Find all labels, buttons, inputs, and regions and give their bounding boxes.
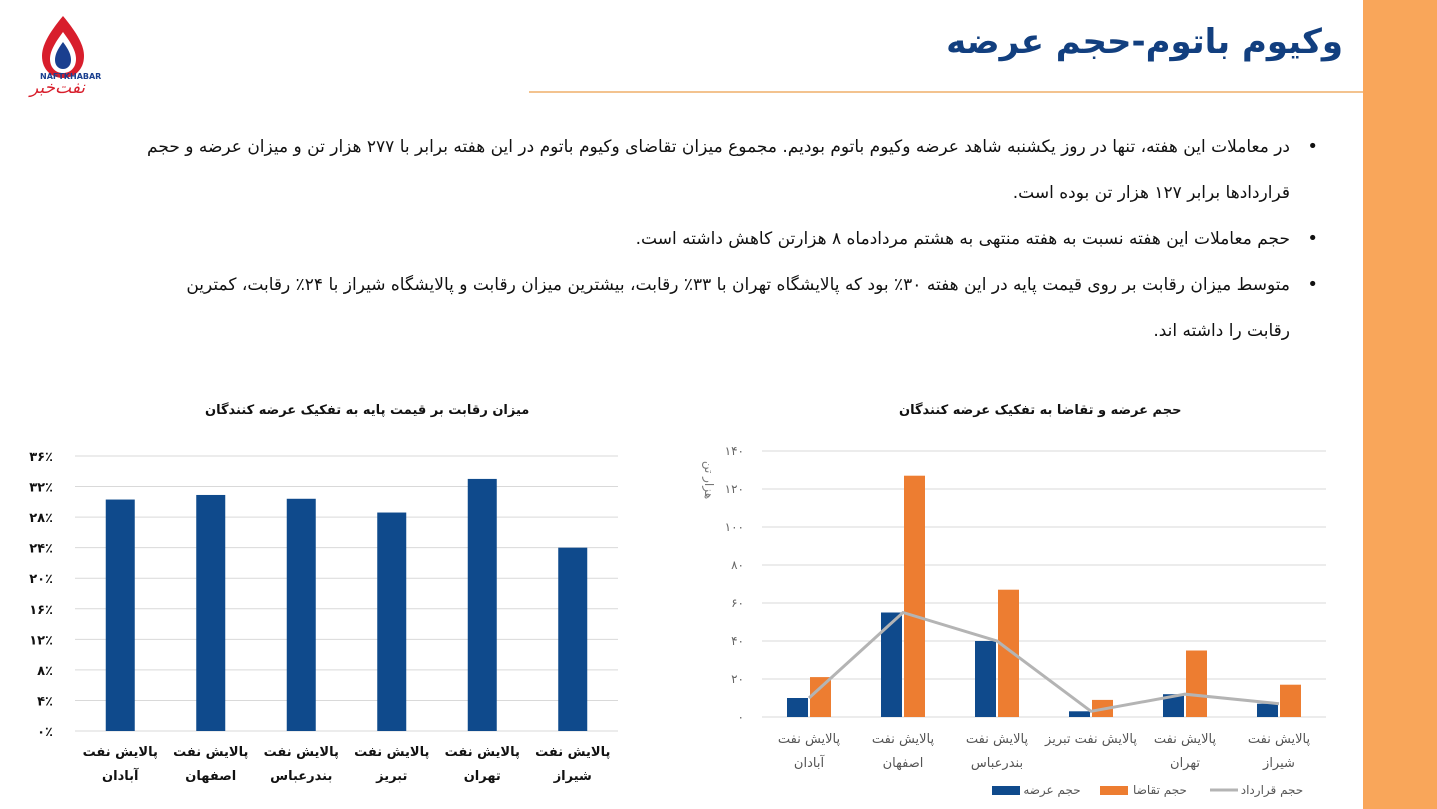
bar xyxy=(1163,694,1184,717)
bullet-text: در معاملات این هفته، تنها در روز یکشنبه … xyxy=(147,137,1290,203)
x-tick-label: آبادان xyxy=(794,754,826,771)
y-tick-label: ۸۰ xyxy=(731,558,744,572)
x-tick-label: پالایش نفت xyxy=(535,745,610,760)
x-tick-label: پالایش نفت xyxy=(445,745,520,760)
competition-bar-chart: ۰٪ ۴٪ ۸٪ ۱۲٪ ۱۶٪ ۲۰٪ ۲۴٪ ۲۸٪ ۳۲٪ ۳۶٪ پالایش نفت آبا… xyxy=(29,450,618,784)
bullet-item: • متوسط میزان رقابت بر روی قیمت پایه در ا… xyxy=(140,262,1320,354)
y-tick-label: ۲۸٪ xyxy=(29,511,53,526)
x-tick-label: تهران xyxy=(464,769,501,784)
bar xyxy=(1186,650,1207,717)
logo-script: نفت‌خبر xyxy=(30,78,86,98)
y-tick-label: ۲۴٪ xyxy=(29,542,53,557)
x-tick-label: شیراز xyxy=(1262,756,1295,771)
x-tick-label: شیراز xyxy=(553,769,592,784)
x-tick-label: تبریز xyxy=(375,769,407,784)
y-tick-label: ۱۴۰ xyxy=(725,444,744,458)
y-tick-label: ۳۶٪ xyxy=(29,450,53,465)
y-tick-label: ۲۰ xyxy=(731,672,744,686)
bullet-dot: • xyxy=(1307,228,1318,249)
bullet-item: • حجم معاملات این هفته نسبت به هفته منتهی… xyxy=(140,216,1320,262)
bullet-dot: • xyxy=(1307,136,1318,157)
bullet-item: • در معاملات این هفته، تنها در روز یکشنبه… xyxy=(140,124,1320,216)
legend-swatch xyxy=(1100,786,1128,795)
y-tick-label: ۰ xyxy=(738,710,744,724)
bar xyxy=(1257,703,1278,717)
y-tick-label: ۳۲٪ xyxy=(29,481,53,496)
bar xyxy=(377,512,407,731)
x-tick-label: پالایش نفت xyxy=(1154,732,1217,747)
bar xyxy=(1280,684,1301,717)
supply-demand-chart: ۰ ۲۰ ۴۰ ۶۰ ۸۰ ۱۰۰ ۱۲۰ ۱۴۰ هزار تن پالایش نفت آبادا… xyxy=(701,444,1326,798)
bullet-text: حجم معاملات این هفته نسبت به هفته منتهی … xyxy=(635,229,1290,249)
x-tick-label: اصفهان xyxy=(883,756,924,771)
y-axis-label: هزار تن xyxy=(701,461,716,499)
y-tick-label: ۱۲۰ xyxy=(725,482,744,496)
y-tick-label: ۴۰ xyxy=(731,634,744,648)
legend-swatch xyxy=(992,786,1020,795)
bar xyxy=(881,612,902,717)
bar xyxy=(467,478,497,731)
naftkhabar-logo xyxy=(28,12,98,104)
y-tick-label: ۱۲٪ xyxy=(29,633,53,648)
legend-label: حجم عرضه xyxy=(1023,783,1080,798)
title-underline xyxy=(529,91,1363,93)
y-tick-label: ۰٪ xyxy=(37,725,53,740)
chart-title-supply-demand: حجم عرضه و تقاضا به تفکیک عرضه کنندگان xyxy=(899,403,1182,418)
legend-label: حجم تقاضا xyxy=(1133,783,1187,797)
x-tick-label: پالایش نفت xyxy=(778,732,841,747)
x-tick-label: پالایش نفت xyxy=(1248,732,1311,747)
bullet-text: متوسط میزان رقابت بر روی قیمت پایه در ای… xyxy=(186,275,1290,341)
x-tick-label: آبادان xyxy=(102,767,139,784)
legend-label: حجم قرارداد xyxy=(1241,783,1303,798)
x-tick-label: پالایش نفت xyxy=(872,732,935,747)
bar xyxy=(998,589,1019,717)
bar xyxy=(196,494,226,731)
bar xyxy=(105,499,135,731)
x-tick-label: پالایش نفت xyxy=(173,745,248,760)
x-tick-label: اصفهان xyxy=(185,769,236,784)
bar xyxy=(975,641,996,717)
y-tick-label: ۱۰۰ xyxy=(725,520,744,534)
y-tick-label: ۲۰٪ xyxy=(29,572,53,587)
x-tick-label: پالایش نفت xyxy=(264,745,339,760)
chart-title-competition: میزان رقابت بر قیمت پایه به تفکیک عرضه ک… xyxy=(205,403,530,418)
x-tick-label: بندرعباس xyxy=(971,756,1023,771)
bar xyxy=(286,498,316,731)
x-tick-label: پالایش نفت xyxy=(83,745,158,760)
x-tick-label: تهران xyxy=(1170,756,1200,771)
bar xyxy=(1069,711,1090,717)
x-tick-label: پالایش نفت تبریز xyxy=(1044,732,1137,747)
x-tick-label: پالایش نفت xyxy=(966,732,1029,747)
bar xyxy=(558,547,588,731)
x-tick-label: پالایش نفت xyxy=(354,745,429,760)
bar xyxy=(810,677,831,717)
bullet-dot: • xyxy=(1307,274,1318,295)
y-tick-label: ۴٪ xyxy=(37,694,53,709)
y-tick-label: ۱۶٪ xyxy=(29,603,53,618)
y-tick-label: ۸٪ xyxy=(37,664,53,679)
contract-line xyxy=(807,610,1280,713)
flame-icon xyxy=(42,16,84,78)
logo-caption: NAFTKHABAR xyxy=(40,72,102,81)
y-tick-label: ۶۰ xyxy=(731,596,744,610)
accent-side-bar xyxy=(1363,0,1437,809)
bar xyxy=(787,698,808,717)
bar xyxy=(904,475,925,717)
page-title: وکیوم باتوم-حجم عرضه xyxy=(946,22,1343,62)
bullet-list: • در معاملات این هفته، تنها در روز یکشنبه… xyxy=(140,124,1320,354)
x-tick-label: بندرعباس xyxy=(270,769,332,784)
